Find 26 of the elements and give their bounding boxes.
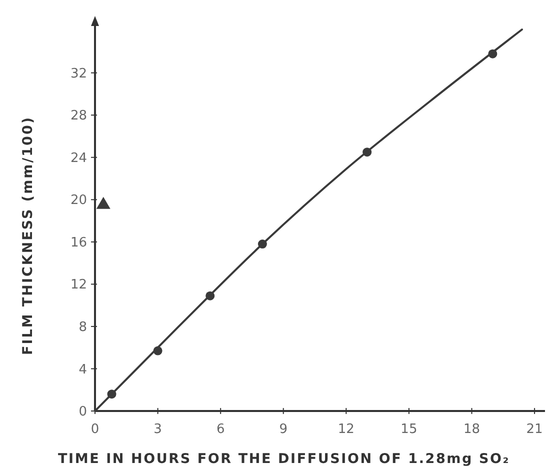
x-tick-label: 3 bbox=[154, 422, 162, 437]
y-tick-label: 20 bbox=[70, 193, 87, 208]
x-tick-label: 12 bbox=[338, 422, 354, 437]
x-tick-label: 18 bbox=[463, 422, 480, 437]
point bbox=[206, 291, 215, 300]
x-tick-label: 6 bbox=[216, 422, 225, 437]
x-tick-label: 9 bbox=[279, 422, 288, 437]
x-tick-label: 21 bbox=[526, 422, 543, 437]
y-tick-label: 4 bbox=[78, 362, 87, 378]
point bbox=[107, 390, 116, 399]
point bbox=[153, 346, 162, 356]
y-tick-label: 24 bbox=[70, 150, 87, 166]
point bbox=[362, 148, 372, 157]
y-tick-label: 16 bbox=[70, 235, 87, 250]
x-tick-label: 0 bbox=[90, 422, 100, 437]
y-tick-label: 8 bbox=[78, 320, 87, 336]
x-axis-title: TIME IN HOURS FOR THE DIFFUSION OF 1.28mg SO₂ bbox=[58, 451, 510, 467]
y-tick-label: 32 bbox=[70, 66, 87, 82]
point bbox=[96, 196, 110, 209]
y-tick-label: 0 bbox=[78, 404, 87, 420]
x-tick-label: 15 bbox=[400, 422, 418, 437]
point bbox=[258, 240, 267, 249]
point bbox=[488, 49, 498, 58]
y-tick-label: 28 bbox=[70, 108, 87, 124]
y-axis-title: FILM THICKNESS (mm/100) bbox=[20, 116, 36, 356]
y-tick-label: 12 bbox=[70, 278, 87, 293]
